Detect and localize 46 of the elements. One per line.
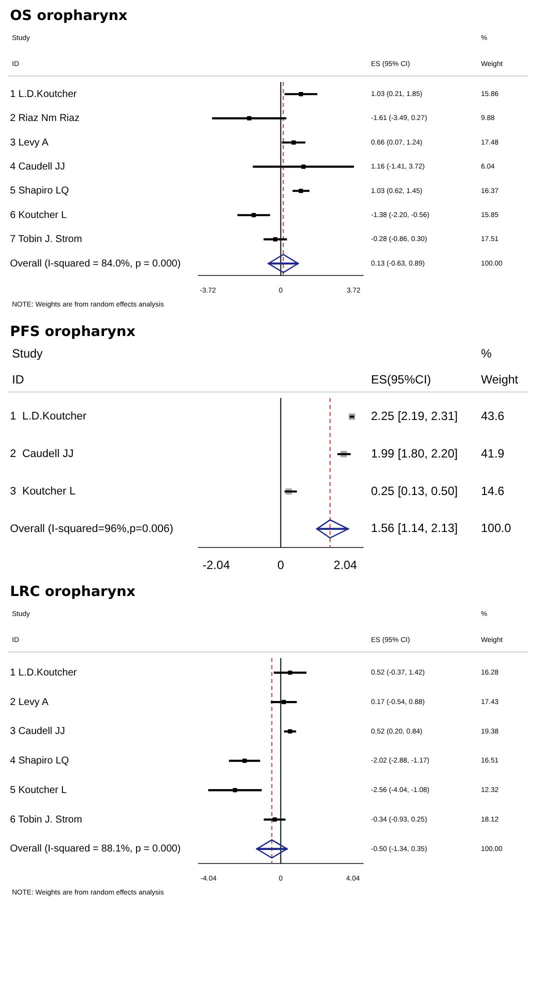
y-tick-label: 6 Koutcher L <box>10 210 68 221</box>
text: PFS oropharynx <box>10 324 136 340</box>
y-tick-label: Overall (I-squared = 84.0%, p = 0.000) <box>10 258 181 270</box>
text: 0.25 [0.13, 0.50] <box>371 484 458 498</box>
x-tick-label: 2.04 <box>334 558 358 572</box>
text: LRC oropharynx <box>10 584 136 600</box>
y-tick-label: 5 Koutcher L <box>10 784 68 796</box>
x-tick-label: 0 <box>277 558 284 572</box>
bar <box>284 730 296 732</box>
text: 1.99 [1.80, 2.20] <box>371 446 458 460</box>
text: 43.6 <box>481 409 505 424</box>
y-tick-label: 4 Shapiro LQ <box>10 756 70 767</box>
y-tick-label: 7 Tobin J. Strom <box>10 234 82 246</box>
bar <box>237 214 270 216</box>
text: OS oropharynx <box>10 8 128 24</box>
text: Weight <box>481 372 519 386</box>
bar <box>284 490 297 493</box>
y-tick-label: 4 Caudell JJ <box>10 161 66 172</box>
y-tick-label: 1 L.D.Koutcher <box>10 88 78 100</box>
text: % <box>481 346 492 360</box>
text: ID <box>12 372 24 386</box>
bar <box>228 760 260 762</box>
y-tick-label: 5 Shapiro LQ <box>10 186 70 197</box>
y-tick-label: 3 Levy A <box>10 137 49 148</box>
y-tick-label: 1 L.D.Koutcher <box>10 410 87 423</box>
y-tick-label: 2 Riaz Nm Riaz <box>10 113 80 124</box>
y-tick-label: 1 L.D.Koutcher <box>10 667 78 678</box>
text: ES(95%CI) <box>371 372 432 386</box>
y-tick-label: 2 Levy A <box>10 696 49 708</box>
y-tick-label: 3 Koutcher L <box>10 486 76 498</box>
text: 1.56 [1.14, 2.13] <box>371 521 458 536</box>
y-tick-label: 3 Caudell JJ <box>10 726 66 738</box>
text: 100.0 <box>481 521 512 536</box>
bar <box>208 789 262 792</box>
y-tick-label: Overall (I-squared = 88.1%, p = 0.000) <box>10 844 181 855</box>
text: 2.25 [2.19, 2.31] <box>371 409 458 424</box>
y-tick-label: 2 Caudell JJ <box>10 448 74 460</box>
text: Study <box>12 346 43 360</box>
bar <box>284 93 318 96</box>
bar <box>292 190 310 192</box>
y-tick-label: Overall (I-squared=96%,p=0.006) <box>10 522 174 535</box>
text: 41.9 <box>481 446 505 460</box>
text: 14.6 <box>481 484 505 498</box>
y-tick-label: 6 Tobin J. Strom <box>10 814 82 826</box>
x-tick-label: -2.04 <box>202 558 230 572</box>
bar <box>337 453 351 456</box>
